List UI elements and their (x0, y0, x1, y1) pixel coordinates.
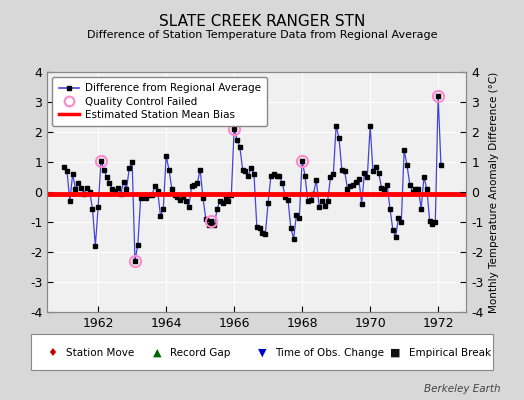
Text: ■: ■ (390, 348, 401, 358)
Text: Time of Obs. Change: Time of Obs. Change (275, 348, 384, 358)
Text: Berkeley Earth: Berkeley Earth (424, 384, 500, 394)
Text: SLATE CREEK RANGER STN: SLATE CREEK RANGER STN (159, 14, 365, 29)
Text: ▲: ▲ (153, 348, 161, 358)
Text: ♦: ♦ (47, 348, 58, 358)
Text: Record Gap: Record Gap (170, 348, 231, 358)
Text: Difference of Station Temperature Data from Regional Average: Difference of Station Temperature Data f… (87, 30, 437, 40)
Legend: Difference from Regional Average, Quality Control Failed, Estimated Station Mean: Difference from Regional Average, Qualit… (52, 77, 267, 126)
Y-axis label: Monthly Temperature Anomaly Difference (°C): Monthly Temperature Anomaly Difference (… (489, 71, 499, 313)
Text: ▼: ▼ (258, 348, 266, 358)
Text: Empirical Break: Empirical Break (409, 348, 491, 358)
Text: Station Move: Station Move (66, 348, 134, 358)
